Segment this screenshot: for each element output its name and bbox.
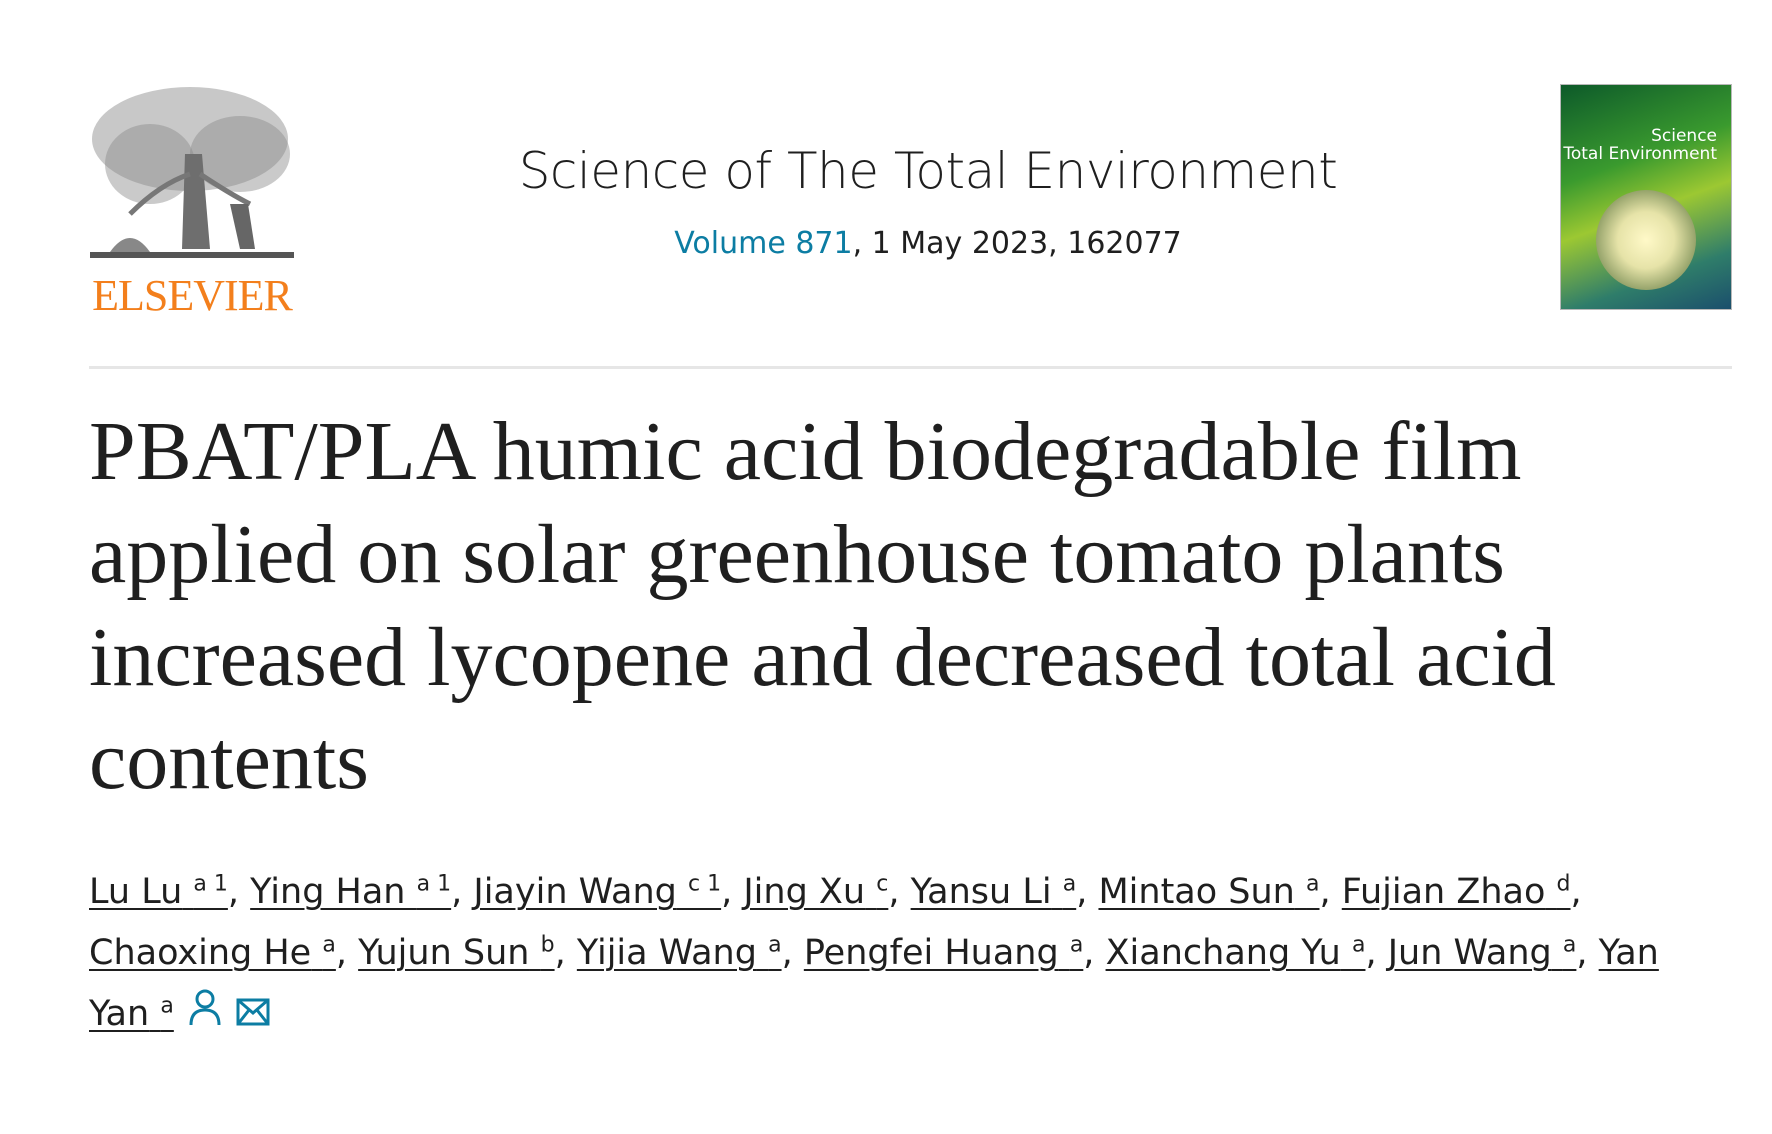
elsevier-logo[interactable]: ELSEVIER [90,84,294,320]
author-link[interactable]: Yansu Li a [911,872,1077,912]
cover-artwork [1596,190,1696,290]
author-name: Lu Lu [89,872,183,912]
affiliation-marker[interactable]: a [160,993,174,1019]
author-name: Yan Yan [89,933,1659,1034]
author-item: Yujun Sun b, [358,932,577,973]
author-item: Jun Wang a, [1387,932,1599,973]
author-name: Mintao Sun [1098,872,1295,912]
author-name: Jun Wang [1387,933,1552,973]
author-name: Yujun Sun [358,933,530,973]
author-link[interactable]: Fujian Zhao d [1342,872,1571,912]
affiliation-marker[interactable]: a 1 [193,871,228,897]
author-link[interactable]: Xianchang Yu a [1106,933,1366,973]
author-link[interactable]: Jing Xu c [743,872,888,912]
affiliation-marker[interactable]: a [1351,932,1366,958]
author-link[interactable]: Jiayin Wang c 1 [473,872,721,912]
author-link[interactable]: Jun Wang a [1388,933,1577,973]
author-item: Jiayin Wang c 1, [473,871,744,912]
person-icon[interactable] [188,985,222,1046]
author-link[interactable]: Mintao Sun a [1098,872,1319,912]
volume-link[interactable]: Volume 871 [674,226,853,261]
journal-issue: Volume 871, 1 May 2023, 162077 [400,226,1456,261]
article-title: PBAT/PLA humic acid biodegradable film a… [89,405,1556,807]
tree-logo-icon [90,87,294,258]
author-item: Ying Han a 1, [250,871,474,912]
author-name: Yijia Wang [576,933,757,973]
author-list: Lu Lu a 1, Ying Han a 1, Jiayin Wang c 1… [89,862,1709,1046]
cover-title: Science Total Environment [1563,127,1717,163]
affiliation-marker[interactable]: a [1306,871,1320,897]
affiliation-marker[interactable]: a [322,932,336,958]
elsevier-wordmark: ELSEVIER [92,271,293,320]
author-link[interactable]: Yan Yan a [89,933,1659,1034]
author-item: Jing Xu c, [743,871,911,912]
author-item: Pengfei Huang a, [803,932,1106,973]
affiliation-marker[interactable]: a [1069,932,1084,958]
author-link[interactable]: Pengfei Huang a [804,933,1083,973]
author-item: Fujian Zhao d, [1341,871,1582,912]
affiliation-marker[interactable]: a [1062,871,1077,897]
author-item: Lu Lu a 1, [89,871,251,912]
cover-title-line: Science [1651,126,1717,146]
author-item: Yijia Wang a, [576,932,804,973]
journal-title[interactable]: Science of The Total Environment [518,142,1338,200]
issue-date-article-number: , 1 May 2023, 162077 [852,226,1182,261]
author-item: Chaoxing He a, [89,932,359,973]
author-item: Yansu Li a, [910,871,1099,912]
affiliation-marker[interactable]: c 1 [688,871,722,897]
affiliation-marker[interactable]: d [1556,871,1571,897]
affiliation-marker[interactable]: b [540,932,555,958]
author-link[interactable]: Lu Lu a 1 [89,872,228,912]
affiliation-marker[interactable]: c [876,871,889,897]
author-name: Pengfei Huang [803,933,1059,973]
author-name: Jiayin Wang [473,872,677,912]
author-item: Xianchang Yu a, [1105,932,1388,973]
affiliation-marker[interactable]: a 1 [416,871,452,897]
author-name: Xianchang Yu [1105,933,1341,973]
envelope-icon[interactable] [236,985,270,1046]
author-name: Jing Xu [743,872,866,912]
header-divider [89,366,1732,369]
author-name: Yansu Li [910,872,1052,912]
author-link[interactable]: Yijia Wang a [577,933,782,973]
author-link[interactable]: Ying Han a 1 [250,872,451,912]
affiliation-marker[interactable]: a [1562,932,1577,958]
author-item: Mintao Sun a, [1098,871,1342,912]
author-name: Ying Han [250,872,406,912]
cover-title-line: Total Environment [1563,144,1717,164]
author-name: Chaoxing He [89,933,312,973]
author-item: Yan Yan a [89,933,1659,1034]
affiliation-marker[interactable]: a [768,932,782,958]
author-name: Fujian Zhao [1341,872,1546,912]
author-link[interactable]: Yujun Sun b [358,933,554,973]
journal-cover-image[interactable]: Science Total Environment [1560,84,1732,310]
author-link[interactable]: Chaoxing He a [89,933,336,973]
